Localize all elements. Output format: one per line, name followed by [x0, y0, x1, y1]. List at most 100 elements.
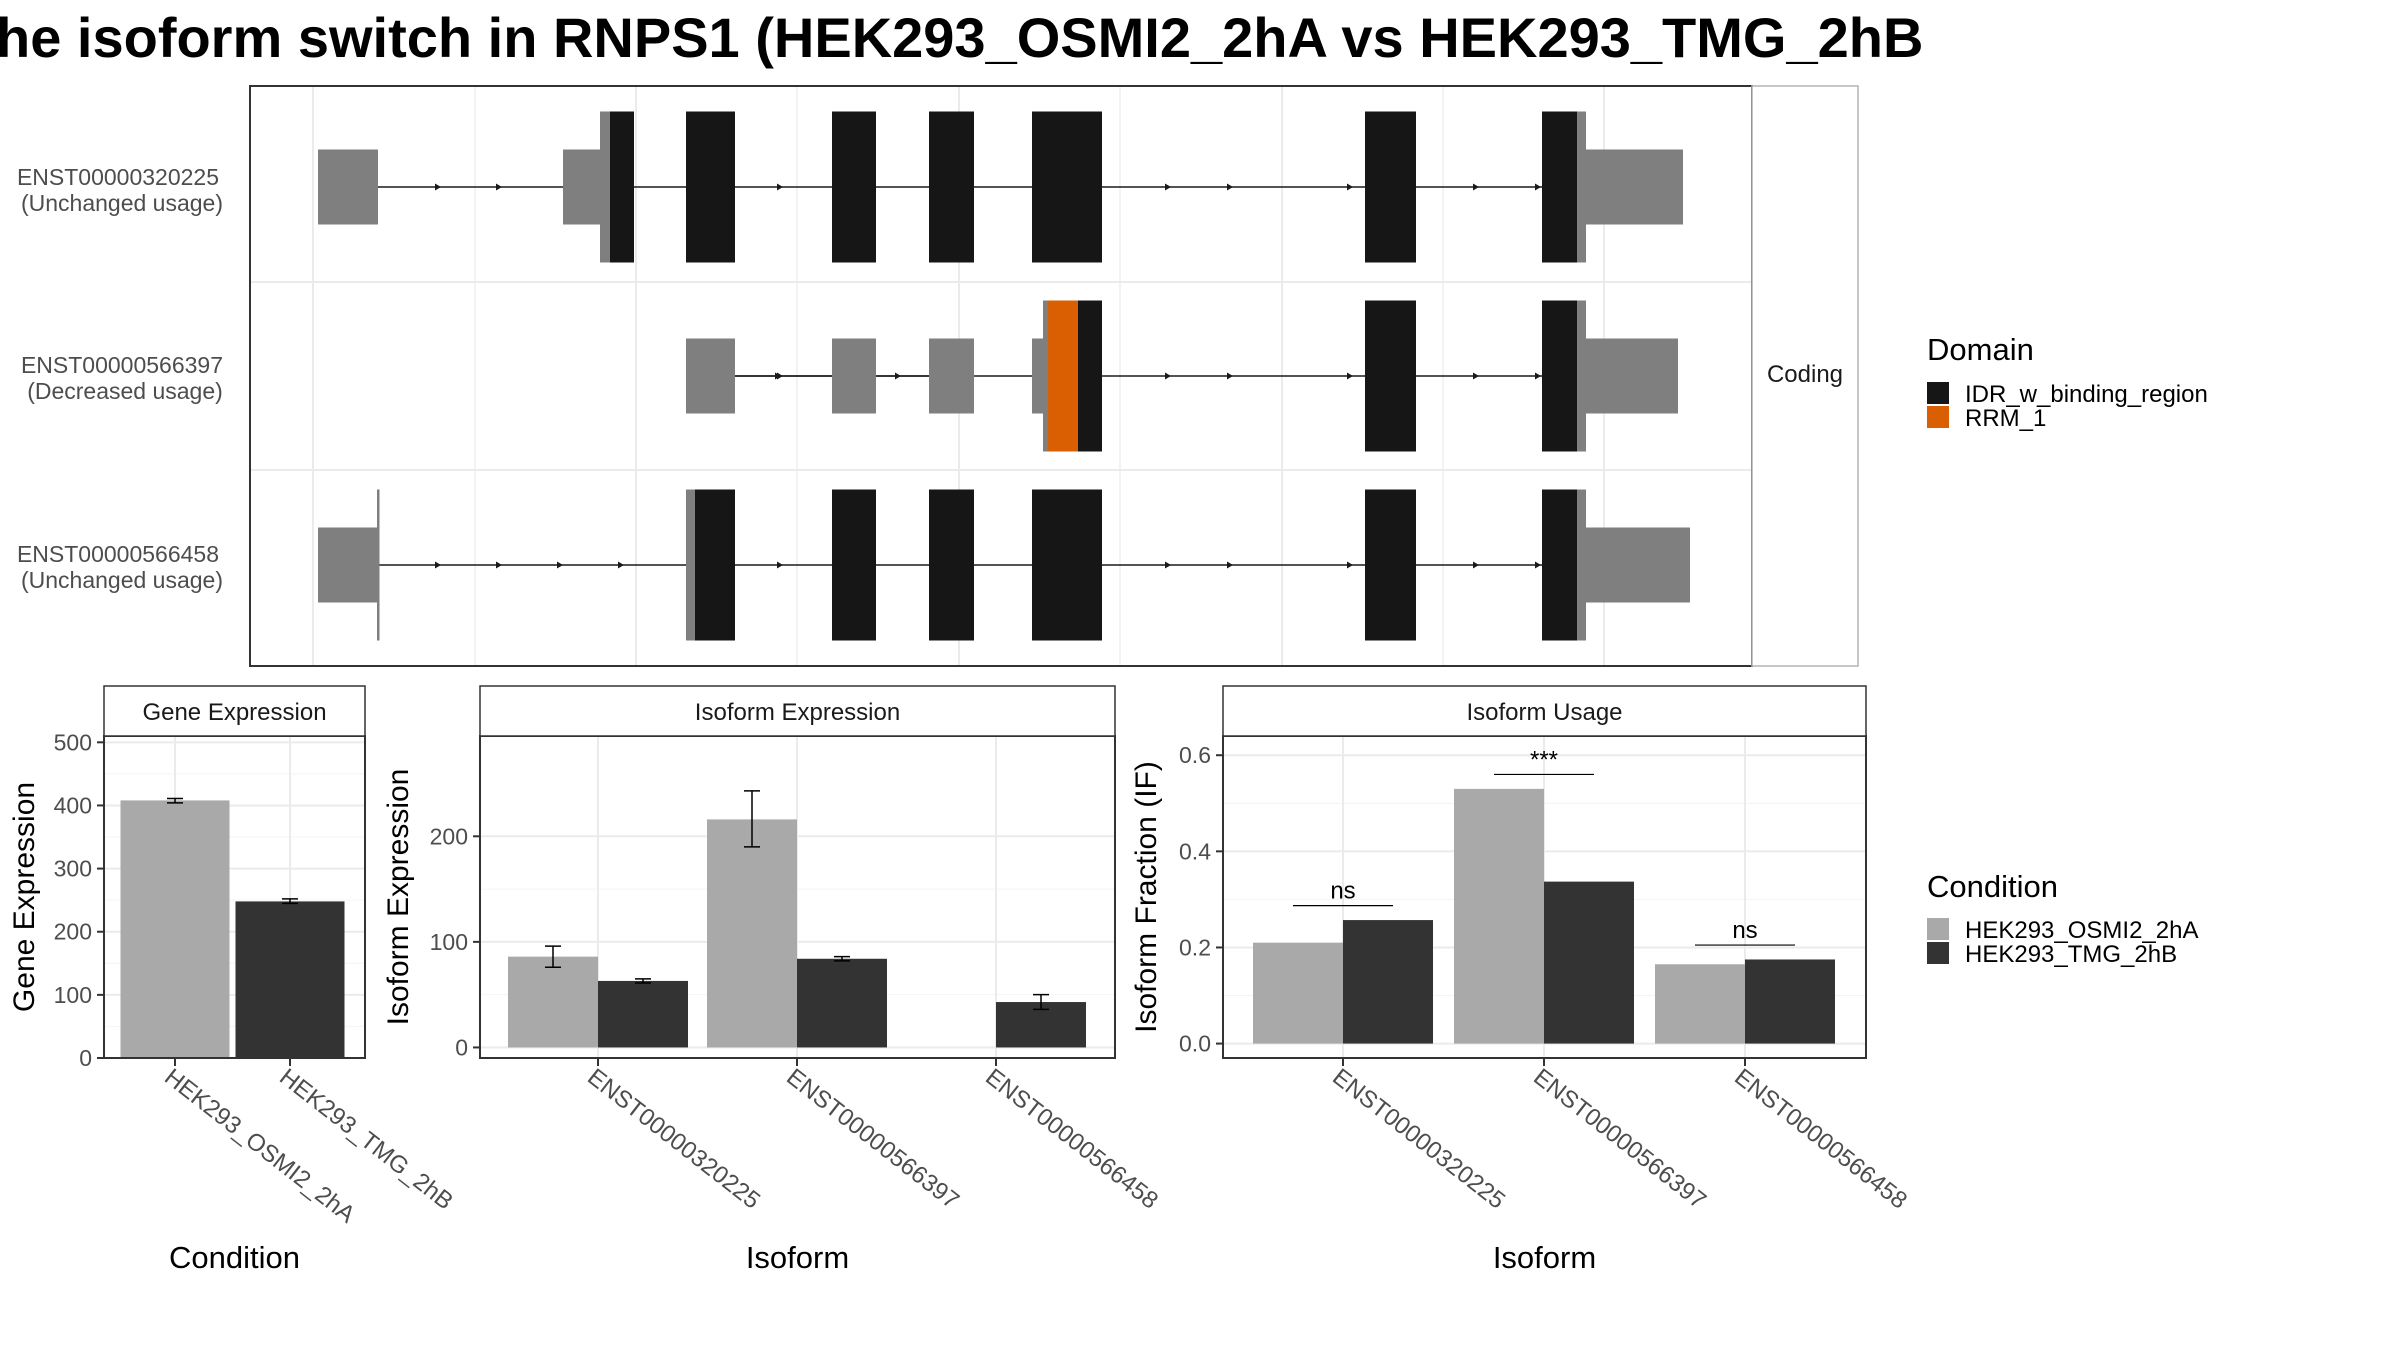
idr-domain-block	[929, 111, 974, 263]
gene-expression-bar	[235, 901, 345, 1058]
gene-expression-error-bar	[167, 797, 183, 804]
condition-legend-title: Condition	[1927, 869, 2058, 904]
gene-expression-bar	[120, 800, 230, 1058]
isoform-usage-bar	[1454, 788, 1544, 1044]
gene-expression-y-tick-label: 100	[54, 982, 92, 1008]
intron-arrow	[1165, 372, 1171, 380]
utr-block	[1586, 149, 1683, 225]
utr-block	[929, 338, 974, 414]
isoform-usage-y-tick-label: 0.0	[1179, 1031, 1211, 1057]
intron-arrow	[435, 561, 441, 569]
isoform-expression-strip-label: Isoform Expression	[695, 699, 900, 726]
isoform-usage-bar	[1745, 959, 1835, 1044]
intron-arrow	[435, 183, 441, 191]
idr-domain-block	[832, 489, 876, 641]
isoform-usage-y-axis-title: Isoform Fraction (IF)	[1130, 761, 1163, 1033]
isoform-expression-bar	[707, 819, 797, 1048]
condition-legend-swatch-2	[1927, 942, 1949, 964]
utr-block	[1577, 489, 1586, 641]
isoform-usage-significance-label: ns	[1330, 878, 1355, 905]
idr-domain-block	[686, 111, 735, 263]
isoform-usage-panel: ns *** ns Isoform Usage 0.0 0.2 0.4 0.6 ENST0000…	[1130, 685, 1912, 1275]
transcript-structure-panel: Coding ENST00000320225 (Unchanged usage)…	[17, 85, 1859, 667]
isoform-expression-y-tick-label: 0	[455, 1034, 468, 1060]
intron-arrow	[1165, 561, 1171, 569]
idr-domain-block	[695, 489, 735, 641]
idr-domain-block	[1542, 489, 1577, 641]
isoform-expression-x-axis-title: Isoform	[746, 1240, 849, 1275]
intron-arrow	[1227, 372, 1233, 380]
isoform-expression-error-bar	[545, 945, 561, 968]
isoform-usage-strip-label: Isoform Usage	[1466, 699, 1622, 726]
utr-block	[686, 489, 695, 641]
utr-block	[318, 527, 377, 603]
intron-arrow	[1347, 561, 1353, 569]
utr-block	[318, 149, 378, 225]
intron-arrow	[496, 561, 502, 569]
expression-charts: Gene Expression 0 100 200 300 400 500 HEK293_OS…	[8, 685, 1912, 1275]
isoform-expression-x-tick-label: ENST00000566458	[980, 1063, 1163, 1214]
isoform-usage-x-tick-label: ENST00000566397	[1528, 1063, 1711, 1214]
condition-legend-swatch-1	[1927, 918, 1949, 940]
isoform-usage-x-tick-label: ENST00000320225	[1327, 1063, 1510, 1214]
isoform-expression-y-tick-label: 100	[430, 929, 468, 955]
facet-strip	[1751, 85, 1859, 667]
isoform-usage-strip	[1222, 685, 1867, 737]
gene-expression-error-bar	[282, 898, 298, 905]
figure-title: he isoform switch in RNPS1 (HEK293_OSMI2…	[0, 6, 1923, 69]
gene-expression-strip-label: Gene Expression	[142, 699, 326, 726]
intron-arrow	[777, 183, 783, 191]
isoform-usage-y-tick-label: 0.6	[1179, 742, 1211, 768]
isoform-expression-error-bar	[834, 955, 850, 962]
transcript-2-usage: (Decreased usage)	[27, 378, 223, 404]
isoform-expression-panel: Isoform Expression 0 100 200 ENST00000320225…	[382, 685, 1163, 1275]
isoform-usage-bar	[1655, 964, 1745, 1044]
isoform-usage-y-tick-label: 0.2	[1179, 934, 1211, 960]
isoform-expression-bar	[797, 958, 887, 1048]
idr-domain-block	[1032, 111, 1102, 263]
domain-legend-swatch-idr	[1927, 382, 1949, 404]
domain-legend-title: Domain	[1927, 332, 2034, 367]
isoform-expression-strip	[479, 685, 1116, 737]
idr-domain-block	[929, 489, 974, 641]
isoform-usage-bar	[1253, 942, 1343, 1044]
intron-arrow	[895, 372, 901, 380]
transcript-3-id: ENST00000566458	[17, 541, 219, 567]
isoform-expression-bar	[598, 980, 688, 1048]
domain-legend-swatch-rrm	[1927, 406, 1949, 428]
isoform-expression-y-tick-label: 200	[430, 823, 468, 849]
intron-arrow	[777, 561, 783, 569]
intron-arrow	[1347, 183, 1353, 191]
utr-block	[1577, 300, 1586, 452]
isoform-usage-bar	[1343, 920, 1433, 1044]
utr-block	[1032, 338, 1043, 414]
utr-block	[1586, 527, 1690, 603]
gene-expression-strip	[103, 685, 366, 737]
condition-legend-label-1: HEK293_OSMI2_2hA	[1965, 917, 2198, 944]
isoform-expression-bar	[508, 956, 598, 1048]
utr-block	[1586, 338, 1678, 414]
intron-arrow	[496, 183, 502, 191]
isoform-expression-x-tick-label: ENST00000566397	[781, 1063, 964, 1214]
gene-expression-x-tick-label: HEK293_OSMI2_2hA	[159, 1063, 360, 1228]
utr-block	[832, 338, 876, 414]
transcript-3-usage: (Unchanged usage)	[21, 567, 223, 593]
domain-legend-label-rrm: RRM_1	[1965, 405, 2046, 432]
utr-block	[686, 338, 735, 414]
condition-legend: Condition HEK293_OSMI2_2hA HEK293_TMG_2h…	[1927, 869, 2198, 968]
isoform-usage-x-axis-title: Isoform	[1493, 1240, 1596, 1275]
isoform-usage-significance-label: ns	[1732, 917, 1757, 944]
utr-block	[377, 489, 380, 641]
rrm-domain-block	[1048, 300, 1078, 452]
transcript-2-id: ENST00000566397	[21, 352, 223, 378]
utr-block	[600, 111, 610, 263]
idr-domain-block	[610, 111, 634, 263]
idr-domain-block	[832, 111, 876, 263]
intron-arrow	[618, 561, 624, 569]
gene-expression-y-tick-label: 0	[79, 1045, 92, 1071]
intron-arrow	[775, 372, 781, 380]
idr-domain-block	[1078, 300, 1102, 452]
intron-arrow	[1227, 183, 1233, 191]
intron-arrow	[1473, 561, 1479, 569]
